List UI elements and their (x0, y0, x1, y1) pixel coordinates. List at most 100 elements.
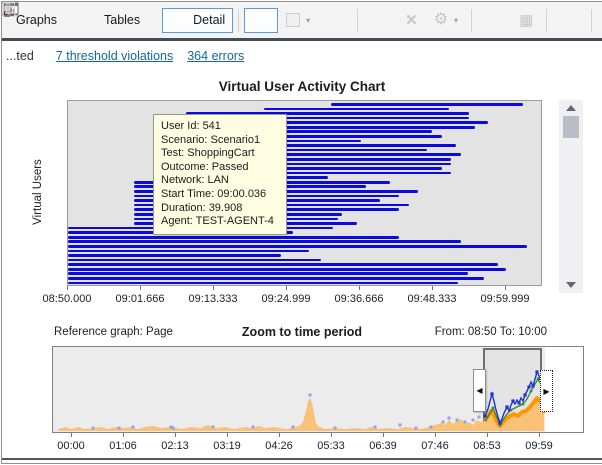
user-activity-bar[interactable] (186, 116, 470, 120)
user-activity-bar[interactable] (186, 135, 442, 138)
scroll-down-button[interactable] (559, 278, 583, 292)
vertical-scrollbar[interactable] (559, 100, 583, 293)
user-activity-bar[interactable] (186, 148, 428, 152)
scroll-up-button[interactable] (559, 101, 583, 115)
toolbar-separator (357, 8, 359, 32)
axis-tick (331, 433, 332, 437)
find-button (4, 3, 511, 33)
axis-tick-label: 09:24.999 (261, 293, 311, 305)
axis-tick (71, 433, 72, 437)
axis-tick (383, 433, 384, 437)
errors-link[interactable]: 364 errors (187, 49, 245, 63)
tooltip-line: Agent: TEST-AGENT-4 (161, 215, 274, 228)
chart-window-icon (3, 2, 578, 29)
user-activity-bar[interactable] (68, 277, 485, 280)
toolbar-separator (471, 8, 473, 32)
chart-window-button[interactable] (3, 2, 586, 33)
axis-tick-label: 07:46 (421, 440, 449, 452)
detail-button[interactable]: Detail (4, 3, 234, 33)
axis-tick (539, 433, 540, 437)
table-icon (2, 2, 99, 29)
delete-button: ✕ (397, 9, 426, 32)
user-activity-bar[interactable] (186, 162, 452, 166)
toolbar-separator (591, 8, 593, 32)
user-activity-bar[interactable] (186, 121, 489, 124)
axis-tick (175, 433, 176, 437)
tables-button-label: Tables (104, 13, 141, 27)
user-activity-bar[interactable] (68, 244, 527, 248)
user-activity-bar[interactable] (330, 103, 523, 106)
find-icon (4, 3, 503, 29)
chevron-down-icon: ▾ (306, 15, 311, 25)
axis-tick (279, 433, 280, 437)
status-row: ...ted 7 threshold violations 364 errors (2, 41, 602, 71)
zoom-period-title: Zoom to time period (241, 325, 363, 339)
chart-view-toggle-button[interactable] (2, 2, 279, 33)
scrollbar-thumb[interactable] (563, 116, 579, 138)
user-activity-bar[interactable] (68, 235, 400, 239)
shape-dropdown-button: ▾ (278, 9, 318, 31)
selection-right-handle[interactable]: ▶ (540, 370, 553, 412)
triangle-down-icon (566, 282, 576, 288)
excel-export-button[interactable]: X (597, 8, 602, 32)
axis-tick (227, 433, 228, 437)
user-activity-bar[interactable] (68, 254, 281, 257)
chart-icon (2, 2, 270, 29)
axis-tick-label: 03:19 (213, 440, 241, 452)
toolbar-separator (238, 8, 240, 32)
axis-tick-label: 02:13 (161, 440, 189, 452)
axis-tick-label: 06:39 (369, 440, 397, 452)
axis-tick-label: 08:50.000 (42, 293, 92, 305)
image-icon (2, 3, 389, 29)
toolbar: Graphs Tables Detail ▾ ? (2, 2, 602, 38)
user-activity-bar[interactable] (68, 263, 499, 266)
reference-graph-canvas (58, 370, 546, 431)
axis-tick-label: 09:48.333 (407, 293, 457, 305)
user-activity-bar[interactable] (68, 272, 468, 276)
selection-left-handle[interactable]: ◀ (473, 369, 486, 412)
toolbar-divider (2, 38, 602, 41)
tables-button[interactable]: Tables (2, 2, 148, 33)
axis-tick-label: 08:53 (473, 440, 501, 452)
chart-tooltip: User Id: 541 Scenario: Scenario1 Test: Sho… (153, 114, 287, 235)
axis-tick (432, 286, 433, 290)
graphs-button[interactable]: Graphs (8, 9, 65, 31)
disabled-square-icon (286, 13, 301, 27)
reference-graph-label: Reference graph: Page (54, 326, 173, 338)
user-activity-bar[interactable] (264, 107, 449, 111)
axis-tick (123, 433, 124, 437)
y-axis-label: Virtual Users (32, 159, 44, 225)
gear-icon: ⚙ (433, 11, 449, 28)
graphs-button-label: Graphs (16, 13, 57, 27)
axis-tick (505, 286, 506, 290)
new-query-window-button[interactable]: ? (3, 2, 352, 33)
user-activity-bar[interactable] (68, 267, 506, 271)
user-activity-bar[interactable] (68, 240, 461, 244)
user-activity-bar[interactable] (186, 144, 456, 147)
axis-tick (435, 433, 436, 437)
user-activity-bar[interactable] (186, 153, 461, 157)
tooltip-line: Network: LAN (161, 174, 229, 187)
user-activity-bar[interactable] (186, 167, 442, 170)
threshold-violations-link[interactable]: 7 threshold violations (55, 49, 174, 63)
user-activity-bar[interactable] (68, 258, 322, 262)
user-activity-bar[interactable] (186, 130, 433, 134)
tooltip-line: Outcome: Passed (161, 160, 249, 173)
user-activity-bar[interactable] (186, 125, 475, 129)
user-activity-bar[interactable] (186, 112, 470, 115)
axis-tick (213, 286, 214, 290)
user-activity-bar[interactable] (68, 281, 459, 285)
grid-icon: ▦ (519, 11, 534, 29)
axis-tick-label: 01:06 (109, 440, 137, 452)
bottom-border-line (2, 458, 602, 460)
detail-button-label: Detail (193, 13, 226, 27)
axis-tick-label: 04:26 (265, 440, 293, 452)
chevron-down-icon: ▾ (454, 15, 459, 25)
user-activity-bar[interactable] (186, 157, 452, 161)
truncated-status-text: ...ted (6, 49, 34, 63)
user-activity-bar[interactable] (186, 171, 452, 175)
time-range-label: From: 08:50 To: 10:00 (434, 326, 547, 338)
tooltip-line: Test: ShoppingCart (161, 147, 255, 160)
user-activity-bar[interactable] (68, 249, 310, 253)
